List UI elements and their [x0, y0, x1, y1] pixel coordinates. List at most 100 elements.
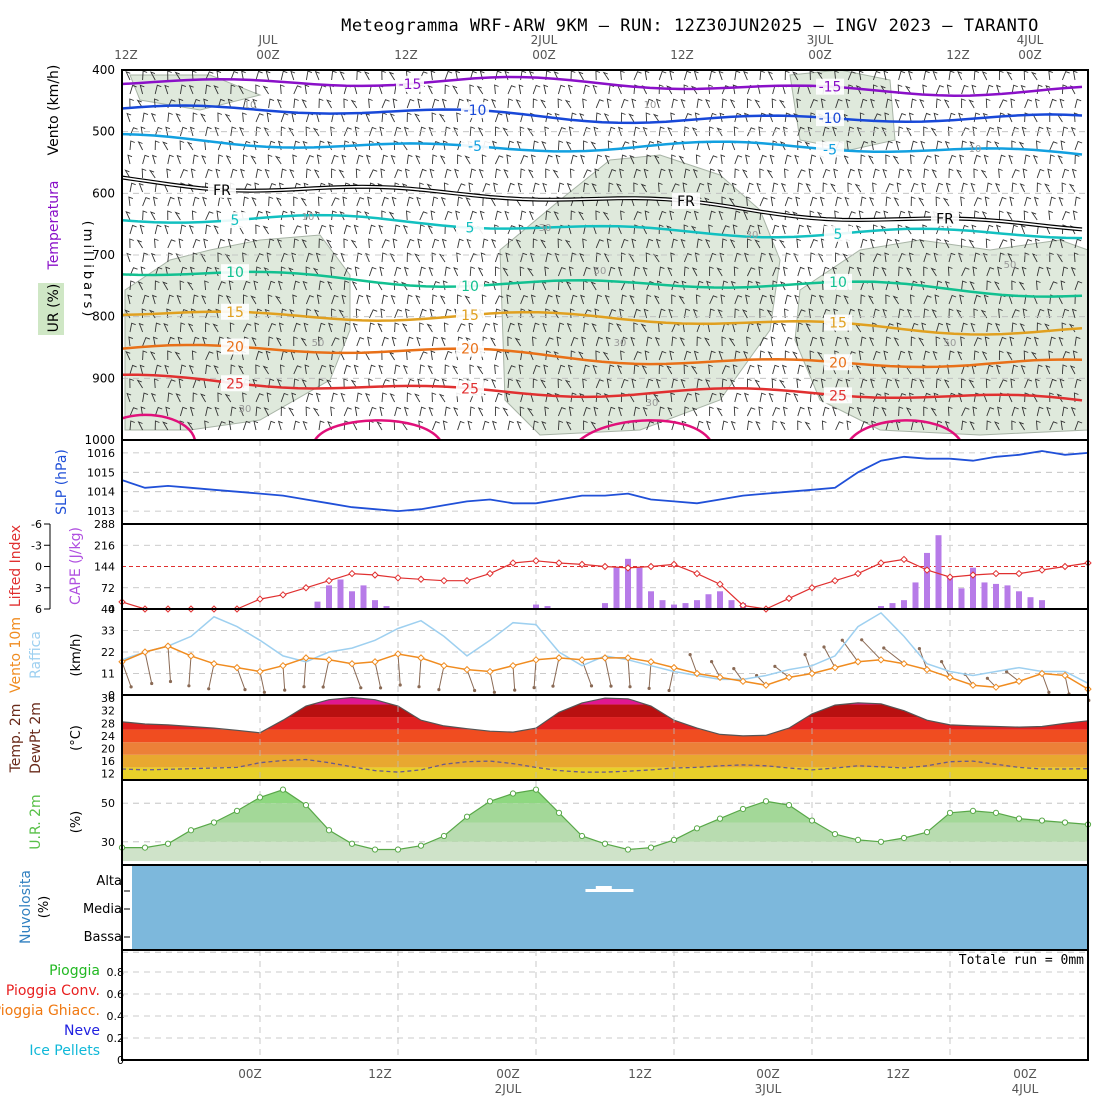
wind-barb — [980, 309, 988, 319]
lifted-index-marker — [302, 584, 310, 592]
wind-barb — [469, 406, 476, 417]
wind-barb — [215, 308, 221, 319]
wind-barb — [526, 407, 534, 417]
lifted-index-label: Lifted Index — [8, 525, 24, 607]
wind-barb — [154, 126, 163, 137]
freezing-line-inner — [121, 176, 1083, 231]
wind-barb — [696, 238, 703, 249]
wind-barb — [960, 196, 965, 207]
isotherm-label-bg — [824, 354, 852, 371]
wind-barb — [557, 322, 565, 333]
wind-barb — [809, 294, 817, 305]
wind-barb — [666, 225, 673, 235]
wind-10m-marker — [900, 660, 908, 668]
wind-barb — [213, 365, 219, 375]
wind-barb — [330, 406, 335, 417]
wind-barb — [885, 378, 892, 389]
wind-barb — [734, 210, 741, 221]
wind-barb — [406, 238, 415, 249]
wind-barb — [441, 238, 447, 249]
wind-barb — [1045, 364, 1051, 375]
cape-bar — [682, 603, 689, 609]
wind-arrow — [322, 659, 330, 688]
wind-barb — [794, 294, 800, 305]
wind-arrow — [438, 665, 445, 690]
wind-barb — [671, 238, 678, 249]
wind-barb — [772, 267, 781, 277]
wind-barb — [176, 294, 182, 305]
wind-barb — [1006, 71, 1013, 81]
wind-barb — [229, 322, 235, 333]
wind-barb — [532, 84, 541, 95]
wind-barb — [507, 336, 512, 347]
wind-barb — [935, 322, 944, 333]
wind-barb — [520, 168, 526, 179]
wind-barb — [313, 309, 320, 319]
wind-barb — [1024, 154, 1031, 165]
rh-2m-marker — [854, 836, 862, 843]
wind-barb — [506, 294, 512, 305]
wind-barb — [300, 337, 307, 347]
wind-barb — [542, 322, 548, 333]
wind-barb — [835, 294, 841, 305]
wind-barb — [969, 281, 975, 291]
wind-barb — [860, 336, 867, 347]
wind-barb — [633, 351, 642, 361]
cape-bar — [981, 582, 988, 609]
wind-barb — [129, 224, 137, 235]
wind-barb — [718, 70, 724, 81]
wind-barb — [898, 393, 907, 403]
wind-barb — [1046, 266, 1052, 277]
wind-barb — [482, 420, 490, 431]
wind-barb — [795, 336, 801, 347]
wind-barb — [981, 211, 988, 221]
bottom-time-label: 12Z — [368, 1067, 392, 1081]
wind-barb — [266, 112, 272, 123]
wind-barb — [494, 224, 499, 235]
wind-barb — [1018, 281, 1025, 291]
bottom-time-label: 12Z — [886, 1067, 910, 1081]
wind-barb — [743, 252, 749, 263]
wind-barb — [683, 350, 692, 361]
wind-barb — [683, 84, 689, 95]
wind-barb — [455, 210, 460, 221]
wind-barb — [507, 420, 514, 431]
wind-barb — [313, 169, 320, 179]
wind-barb — [616, 183, 622, 193]
wind-barb — [179, 169, 188, 179]
wind-barb — [1036, 308, 1045, 319]
wind-barb — [982, 112, 988, 123]
wind-barb — [136, 379, 143, 389]
isotherm — [121, 413, 962, 441]
wind-barb — [595, 112, 602, 123]
wind-barb — [680, 98, 686, 109]
wind-barb — [595, 239, 604, 249]
wind-barb — [973, 168, 979, 179]
wind-barb — [919, 378, 925, 389]
wind-barb — [768, 392, 774, 403]
wind-barb — [381, 196, 389, 207]
wind-barb — [935, 378, 942, 389]
wind-barb — [835, 421, 844, 431]
wind-barb — [377, 182, 383, 193]
pressure-tick-label: 600 — [92, 186, 115, 200]
wind-barb — [531, 336, 537, 347]
wind-barb — [457, 196, 463, 207]
dewpoint-label: DewPt 2m — [28, 702, 44, 774]
wind-barb — [368, 126, 377, 137]
wind-barb — [983, 294, 989, 305]
wind-barb — [959, 154, 964, 165]
wind-barb — [656, 280, 662, 291]
wind-barb — [603, 113, 610, 123]
wind-barb — [1061, 126, 1069, 137]
wind-barb — [998, 112, 1005, 123]
wind-barb — [872, 308, 880, 319]
wind-barb — [894, 98, 900, 109]
wind-barb — [293, 225, 302, 235]
wind-barb — [392, 238, 398, 249]
temp-bands — [122, 697, 1088, 780]
rh-2m-marker — [693, 825, 701, 832]
isotherm-label: 10 — [829, 275, 847, 291]
wind-barb — [1022, 308, 1028, 319]
